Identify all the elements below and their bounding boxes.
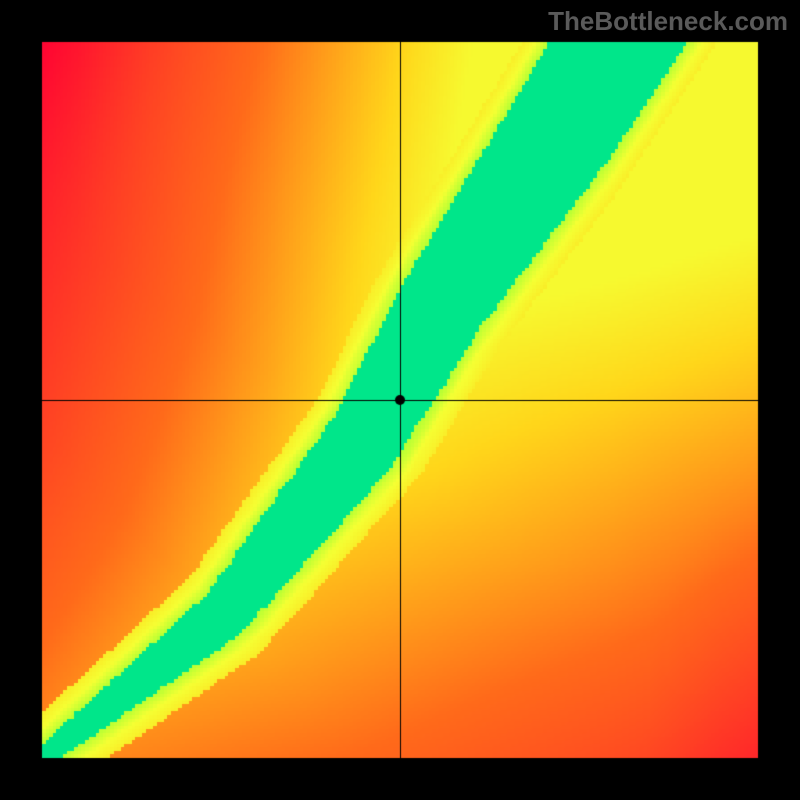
watermark-text: TheBottleneck.com xyxy=(548,6,788,37)
chart-container: TheBottleneck.com xyxy=(0,0,800,800)
bottleneck-heatmap-canvas xyxy=(0,0,800,800)
